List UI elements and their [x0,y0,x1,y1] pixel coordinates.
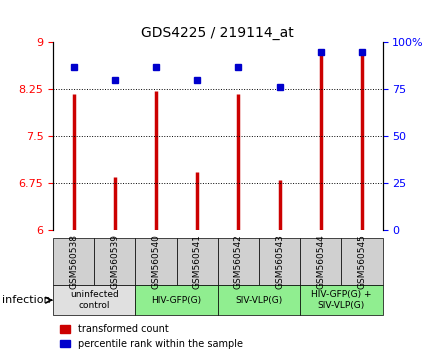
FancyBboxPatch shape [300,238,341,285]
Text: HIV-GFP(G): HIV-GFP(G) [152,296,202,305]
FancyBboxPatch shape [177,238,218,285]
Text: GSM560543: GSM560543 [275,234,284,289]
Text: GSM560545: GSM560545 [357,234,366,289]
FancyBboxPatch shape [94,238,136,285]
Text: uninfected
control: uninfected control [70,290,119,310]
Text: GSM560538: GSM560538 [69,234,78,289]
FancyBboxPatch shape [53,285,136,315]
Text: GSM560544: GSM560544 [316,234,325,289]
FancyBboxPatch shape [300,285,383,315]
Title: GDS4225 / 219114_at: GDS4225 / 219114_at [142,26,294,40]
Text: GSM560542: GSM560542 [234,234,243,289]
Text: HIV-GFP(G) +
SIV-VLP(G): HIV-GFP(G) + SIV-VLP(G) [311,290,371,310]
FancyBboxPatch shape [259,238,300,285]
FancyBboxPatch shape [53,238,94,285]
FancyBboxPatch shape [218,285,300,315]
Text: GSM560541: GSM560541 [193,234,202,289]
FancyBboxPatch shape [341,238,382,285]
FancyBboxPatch shape [136,238,177,285]
Text: GSM560540: GSM560540 [152,234,161,289]
Text: GSM560539: GSM560539 [110,234,119,289]
FancyBboxPatch shape [136,285,218,315]
Text: SIV-VLP(G): SIV-VLP(G) [235,296,283,305]
FancyBboxPatch shape [218,238,259,285]
Legend: transformed count, percentile rank within the sample: transformed count, percentile rank withi… [60,324,243,349]
Text: infection: infection [3,295,51,305]
